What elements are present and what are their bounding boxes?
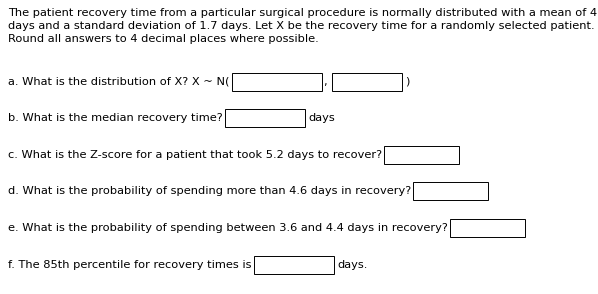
Text: c. What is the Z-score for a patient that took 5.2 days to recover?: c. What is the Z-score for a patient tha… xyxy=(8,150,382,160)
Text: The patient recovery time from a particular surgical procedure is normally distr: The patient recovery time from a particu… xyxy=(8,8,597,18)
Text: e. What is the probability of spending between 3.6 and 4.4 days in recovery?: e. What is the probability of spending b… xyxy=(8,223,448,233)
Bar xyxy=(254,256,334,274)
Text: days and a standard deviation of 1.7 days. Let X be the recovery time for a rand: days and a standard deviation of 1.7 day… xyxy=(8,21,594,31)
Text: d. What is the probability of spending more than 4.6 days in recovery?: d. What is the probability of spending m… xyxy=(8,186,411,196)
Text: Round all answers to 4 decimal places where possible.: Round all answers to 4 decimal places wh… xyxy=(8,34,319,44)
Bar xyxy=(384,146,459,164)
Bar xyxy=(413,182,488,200)
Text: f. The 85th percentile for recovery times is: f. The 85th percentile for recovery time… xyxy=(8,260,252,270)
Bar xyxy=(225,109,305,127)
Text: a. What is the distribution of X? X ~ N(: a. What is the distribution of X? X ~ N( xyxy=(8,77,230,87)
Text: b. What is the median recovery time?: b. What is the median recovery time? xyxy=(8,113,222,123)
Bar xyxy=(331,73,401,91)
Text: days.: days. xyxy=(337,260,368,270)
Text: days: days xyxy=(309,113,335,123)
Bar xyxy=(450,219,525,237)
Text: ): ) xyxy=(405,77,410,87)
Bar xyxy=(231,73,322,91)
Text: ,: , xyxy=(324,77,327,87)
